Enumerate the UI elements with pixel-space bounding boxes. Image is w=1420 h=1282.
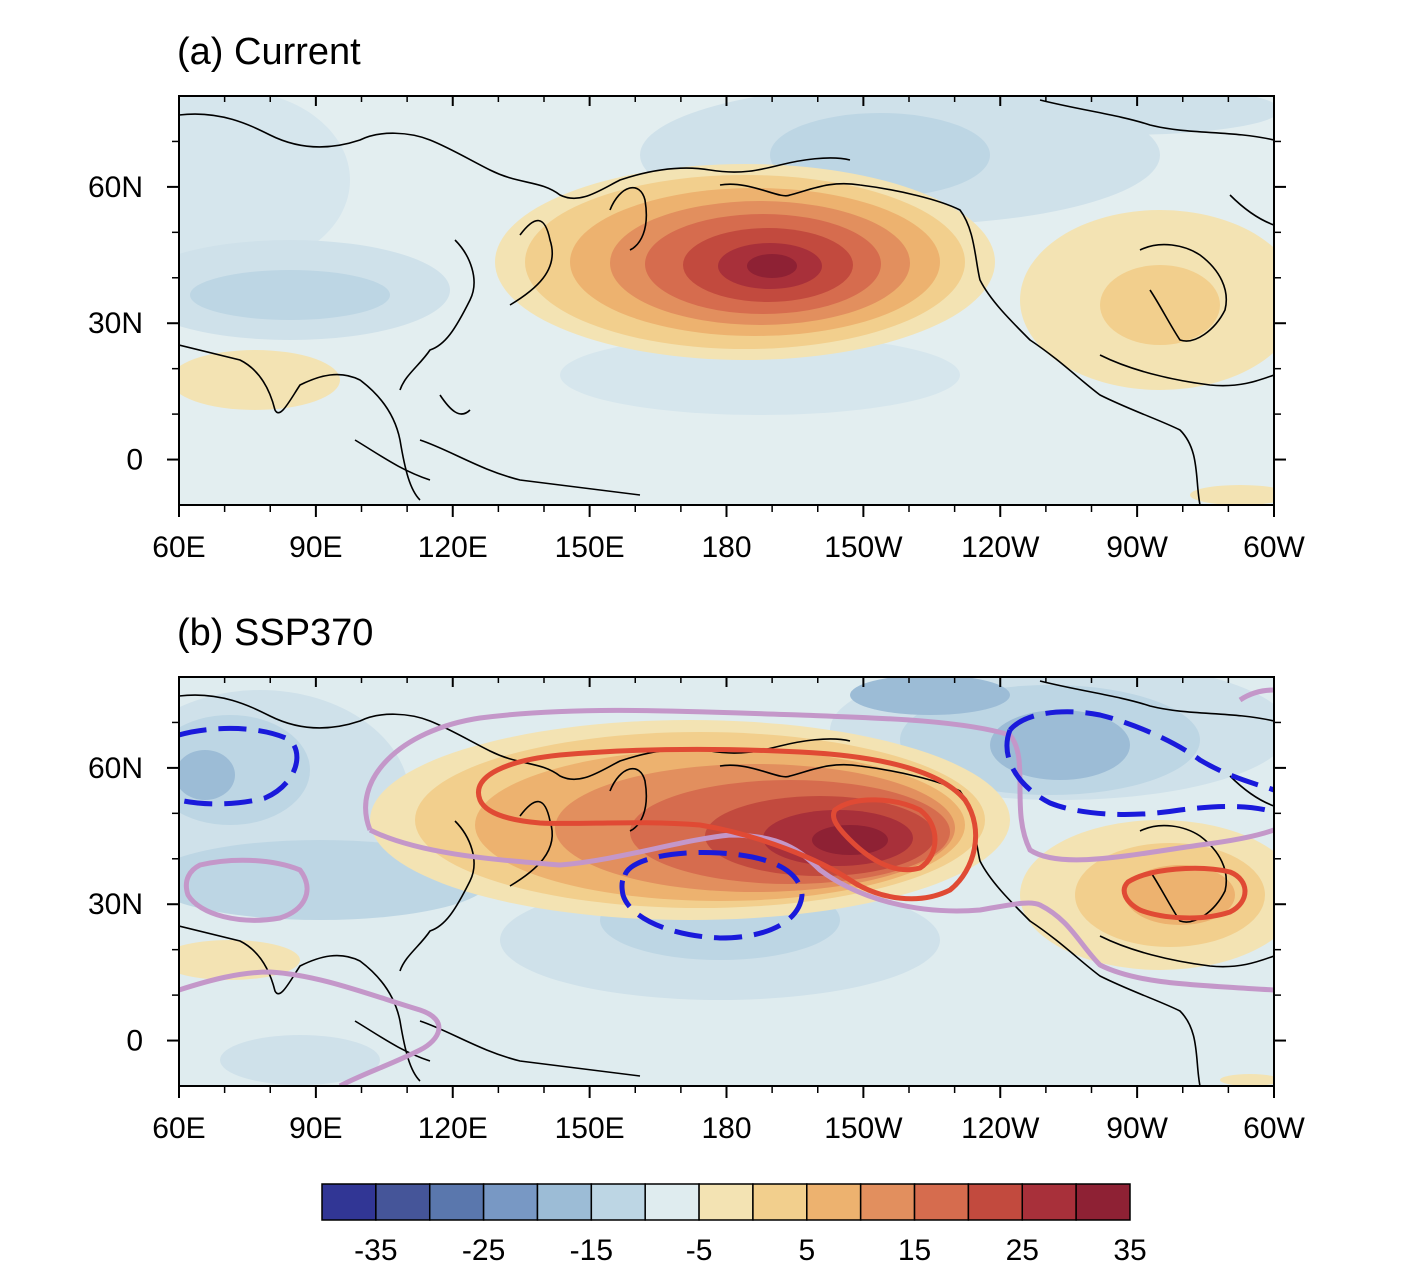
panel-a-map — [179, 96, 1274, 505]
colorbar-label: 15 — [898, 1234, 931, 1267]
panel-a-x-tick-label: 120W — [961, 531, 1040, 564]
panel-b-y-tick-label: 60N — [88, 752, 143, 785]
panel-b-title: (b) SSP370 — [177, 612, 373, 654]
panel-a-x-tick-label: 150E — [555, 531, 625, 564]
colorbar: -35 -25 -15 -5 5 15 25 35 — [321, 1183, 1147, 1267]
colorbar-label: 5 — [798, 1234, 815, 1267]
panel-a-fill — [179, 96, 1274, 505]
panel-a-x-tick-label: 60W — [1243, 531, 1305, 564]
panel-a-y-tick-label: 30N — [88, 307, 143, 340]
panel-b-axes: 60E 90E 120E 150E 180 150W 120W 90W 60W 60N 30N 0 — [88, 677, 1306, 1145]
panel-a-x-tick-label: 120E — [418, 531, 488, 564]
panel-a-coastlines — [179, 99, 1274, 505]
panel-b-y-tick-label: 0 — [126, 1025, 143, 1058]
panel-a-x-tick-label: 180 — [701, 531, 751, 564]
panel-b-x-tick-label: 90W — [1106, 1112, 1168, 1145]
panel-b-x-tick-label: 60W — [1243, 1112, 1305, 1145]
panel-a-x-tick-label: 150W — [824, 531, 903, 564]
panel-b-y-tick-label: 30N — [88, 888, 143, 921]
panel-b-x-tick-label: 150E — [555, 1112, 625, 1145]
colorbar-swatch — [752, 1183, 808, 1221]
panel-b-x-tick-label: 90E — [289, 1112, 342, 1145]
colorbar-swatch — [1075, 1183, 1131, 1221]
panel-b-x-tick-label: 120W — [961, 1112, 1040, 1145]
panel-b-x-tick-label: 60E — [152, 1112, 205, 1145]
colorbar-label: 25 — [1006, 1234, 1039, 1267]
panel-a-x-tick-label: 90E — [289, 531, 342, 564]
colorbar-label: -35 — [354, 1234, 397, 1267]
colorbar-swatch — [428, 1183, 485, 1221]
colorbar-swatch — [375, 1183, 431, 1221]
panel-b-x-tick-label: 180 — [701, 1112, 751, 1145]
panel-b-x-tick-label: 150W — [824, 1112, 903, 1145]
colorbar-label: -25 — [462, 1234, 505, 1267]
panel-b-positive-contours — [476, 746, 1248, 921]
panel-a-y-tick-label: 0 — [126, 444, 143, 477]
colorbar-swatch — [536, 1183, 593, 1221]
panel-a-y-tick-label: 60N — [88, 171, 143, 204]
colorbar-label: -5 — [686, 1234, 713, 1267]
panel-a-title: (a) Current — [177, 31, 361, 73]
panel-b-zero-contours — [179, 687, 1274, 1086]
colorbar-swatch — [1021, 1183, 1077, 1221]
panel-b-map — [179, 677, 1274, 1086]
colorbar-swatch — [321, 1183, 377, 1221]
colorbar-swatch — [967, 1183, 1024, 1221]
panel-b-negative-contours — [179, 709, 1274, 941]
colorbar-swatch — [590, 1183, 646, 1221]
panel-b-x-tick-label: 120E — [418, 1112, 488, 1145]
colorbar-swatch — [644, 1183, 700, 1221]
colorbar-label: 35 — [1113, 1234, 1146, 1267]
panel-a-axes: 60E 90E 120E 150E 180 150W 120W 90W 60W 60N 30N 0 — [88, 96, 1306, 564]
colorbar-swatch — [859, 1183, 916, 1221]
colorbar-swatch — [806, 1183, 862, 1221]
colorbar-swatch — [482, 1183, 539, 1221]
panel-a-x-tick-label: 60E — [152, 531, 205, 564]
colorbar-swatch — [913, 1183, 970, 1221]
colorbar-label: -15 — [570, 1234, 613, 1267]
colorbar-swatch — [698, 1183, 754, 1221]
panel-a-x-tick-label: 90W — [1106, 531, 1168, 564]
